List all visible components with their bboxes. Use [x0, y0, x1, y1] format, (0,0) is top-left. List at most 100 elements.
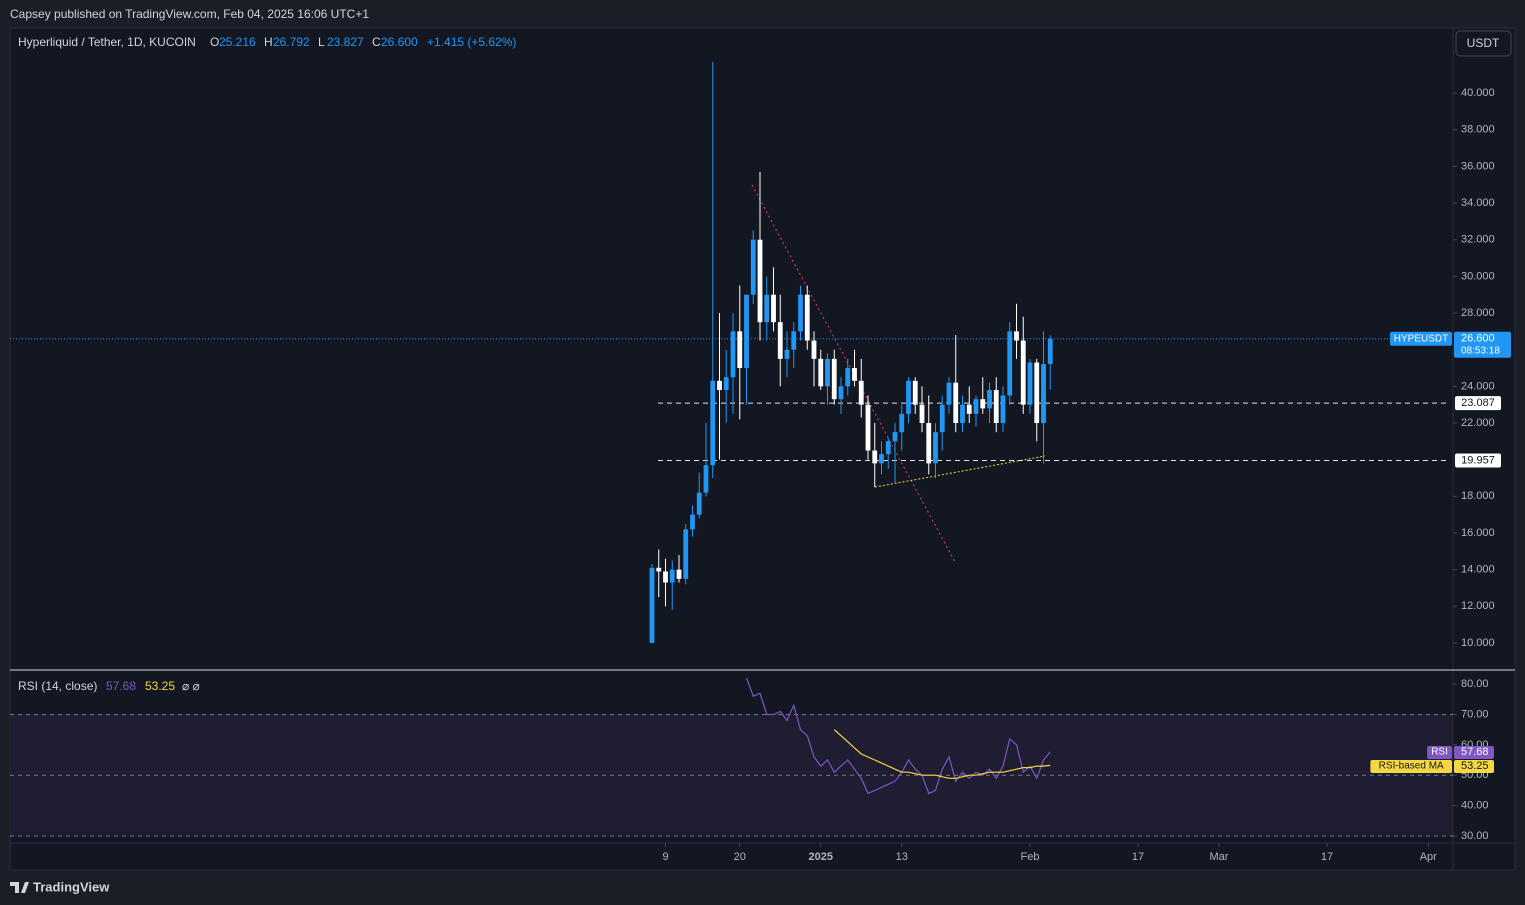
candle-body	[953, 382, 959, 424]
series-name: RSI	[1431, 747, 1448, 758]
candle-body	[825, 358, 830, 387]
legend-value: 23.827	[327, 35, 364, 49]
candle-body	[966, 404, 972, 414]
candle-body	[973, 399, 979, 414]
symbol-tag	[1390, 331, 1452, 346]
candle-body	[926, 423, 932, 464]
legend-value: 25.216	[219, 35, 256, 49]
legend-value: 26.600	[381, 35, 418, 49]
candle-body	[777, 322, 783, 359]
candle-body	[750, 239, 756, 295]
x-tick-label: 13	[896, 851, 908, 863]
candle-body	[980, 399, 986, 409]
candle-body	[784, 349, 790, 359]
candle-body	[872, 450, 878, 464]
candle-body	[1027, 362, 1033, 405]
legend-value: 26.792	[273, 35, 310, 49]
candle-body	[744, 294, 749, 369]
legend-key: H	[264, 35, 273, 49]
candle-body	[993, 390, 999, 424]
candle-body	[1047, 338, 1053, 365]
candle-body	[838, 386, 844, 400]
rsi-title: RSI (14, close)	[18, 679, 97, 693]
candle-body	[939, 404, 945, 433]
candle-body	[663, 571, 668, 583]
x-tick-label: 9	[662, 851, 668, 863]
trend-line	[874, 455, 1046, 488]
price-label: 26.600	[1461, 333, 1495, 345]
candle-body	[919, 404, 925, 424]
y-tick-label: 10.000	[1461, 637, 1495, 649]
x-tick-label: Mar	[1210, 851, 1229, 863]
rsi-line	[833, 729, 1051, 779]
x-tick-label: Feb	[1021, 851, 1040, 863]
candle-body	[852, 368, 857, 381]
candle-body	[933, 432, 938, 464]
currency[interactable]: USDT	[1467, 36, 1500, 50]
brand: TradingView	[33, 879, 110, 894]
y-tick-label: 36.000	[1461, 160, 1495, 172]
candle-body	[818, 358, 824, 387]
y-tick-label: 32.000	[1461, 234, 1495, 246]
legend-value: 53.25	[145, 679, 175, 693]
candle-body	[710, 380, 716, 466]
candle-body	[804, 294, 810, 341]
candle-body	[906, 380, 911, 414]
x-tick-label: 2025	[809, 851, 833, 863]
candle-body	[798, 294, 803, 332]
x-tick-label: Apr	[1420, 851, 1437, 863]
candle-body	[1007, 331, 1013, 396]
x-tick-label: 17	[1321, 851, 1333, 863]
candle-body	[1041, 364, 1046, 424]
candle-body	[730, 331, 736, 378]
legend-key: O	[210, 35, 219, 49]
candle-body	[885, 441, 891, 455]
candle-body	[912, 380, 918, 405]
countdown: 08:53:18	[1461, 345, 1500, 356]
value-label: 57.68	[1461, 746, 1489, 758]
y-tick-label: 70.00	[1461, 708, 1489, 720]
candle-body	[771, 294, 776, 323]
candle-body	[811, 340, 817, 359]
logo-mark	[10, 882, 29, 893]
candle-body	[892, 432, 898, 442]
logo: TradingView	[10, 879, 110, 894]
candle-body	[1000, 395, 1006, 424]
candle-body	[845, 368, 851, 387]
legend-key: L	[318, 35, 325, 49]
y-tick-label: 80.00	[1461, 678, 1489, 690]
candle-body	[676, 569, 682, 579]
candle-body	[669, 569, 675, 583]
y-tick-label: 16.000	[1461, 527, 1495, 539]
candle-body	[865, 404, 871, 451]
candle-body	[690, 514, 695, 530]
series-tag	[1427, 746, 1452, 759]
y-tick-label: 24.000	[1461, 380, 1495, 392]
candle-body	[899, 413, 905, 433]
legend-key: C	[372, 35, 381, 49]
y-tick-label: 40.00	[1461, 800, 1489, 812]
value-tag	[1454, 760, 1494, 773]
candle-body	[723, 377, 729, 391]
candle-body	[703, 465, 709, 493]
candle-body	[764, 294, 770, 323]
symbol-label: HYPEUSDT	[1394, 333, 1448, 344]
chart-frame	[9, 27, 1516, 871]
symbol-title: Hyperliquid / Tether, 1D, KUCOIN	[18, 35, 196, 49]
y-tick-label: 38.000	[1461, 124, 1495, 136]
candle-body	[879, 454, 884, 464]
level-label: 23.087	[1461, 397, 1495, 409]
published-note: Capsey published on TradingView.com, Feb…	[10, 7, 369, 21]
candle-body	[946, 382, 952, 405]
candle-body	[831, 358, 837, 400]
candle-body	[649, 567, 655, 643]
candle-body	[1034, 362, 1040, 424]
y-tick-label: 30.00	[1461, 830, 1489, 842]
series-tag	[1370, 760, 1452, 773]
currency-button[interactable]	[1455, 30, 1512, 57]
candle-body	[1014, 331, 1019, 341]
level-tag	[1455, 396, 1501, 411]
y-tick-label: 22.000	[1461, 417, 1495, 429]
value-label: 53.25	[1461, 760, 1489, 772]
